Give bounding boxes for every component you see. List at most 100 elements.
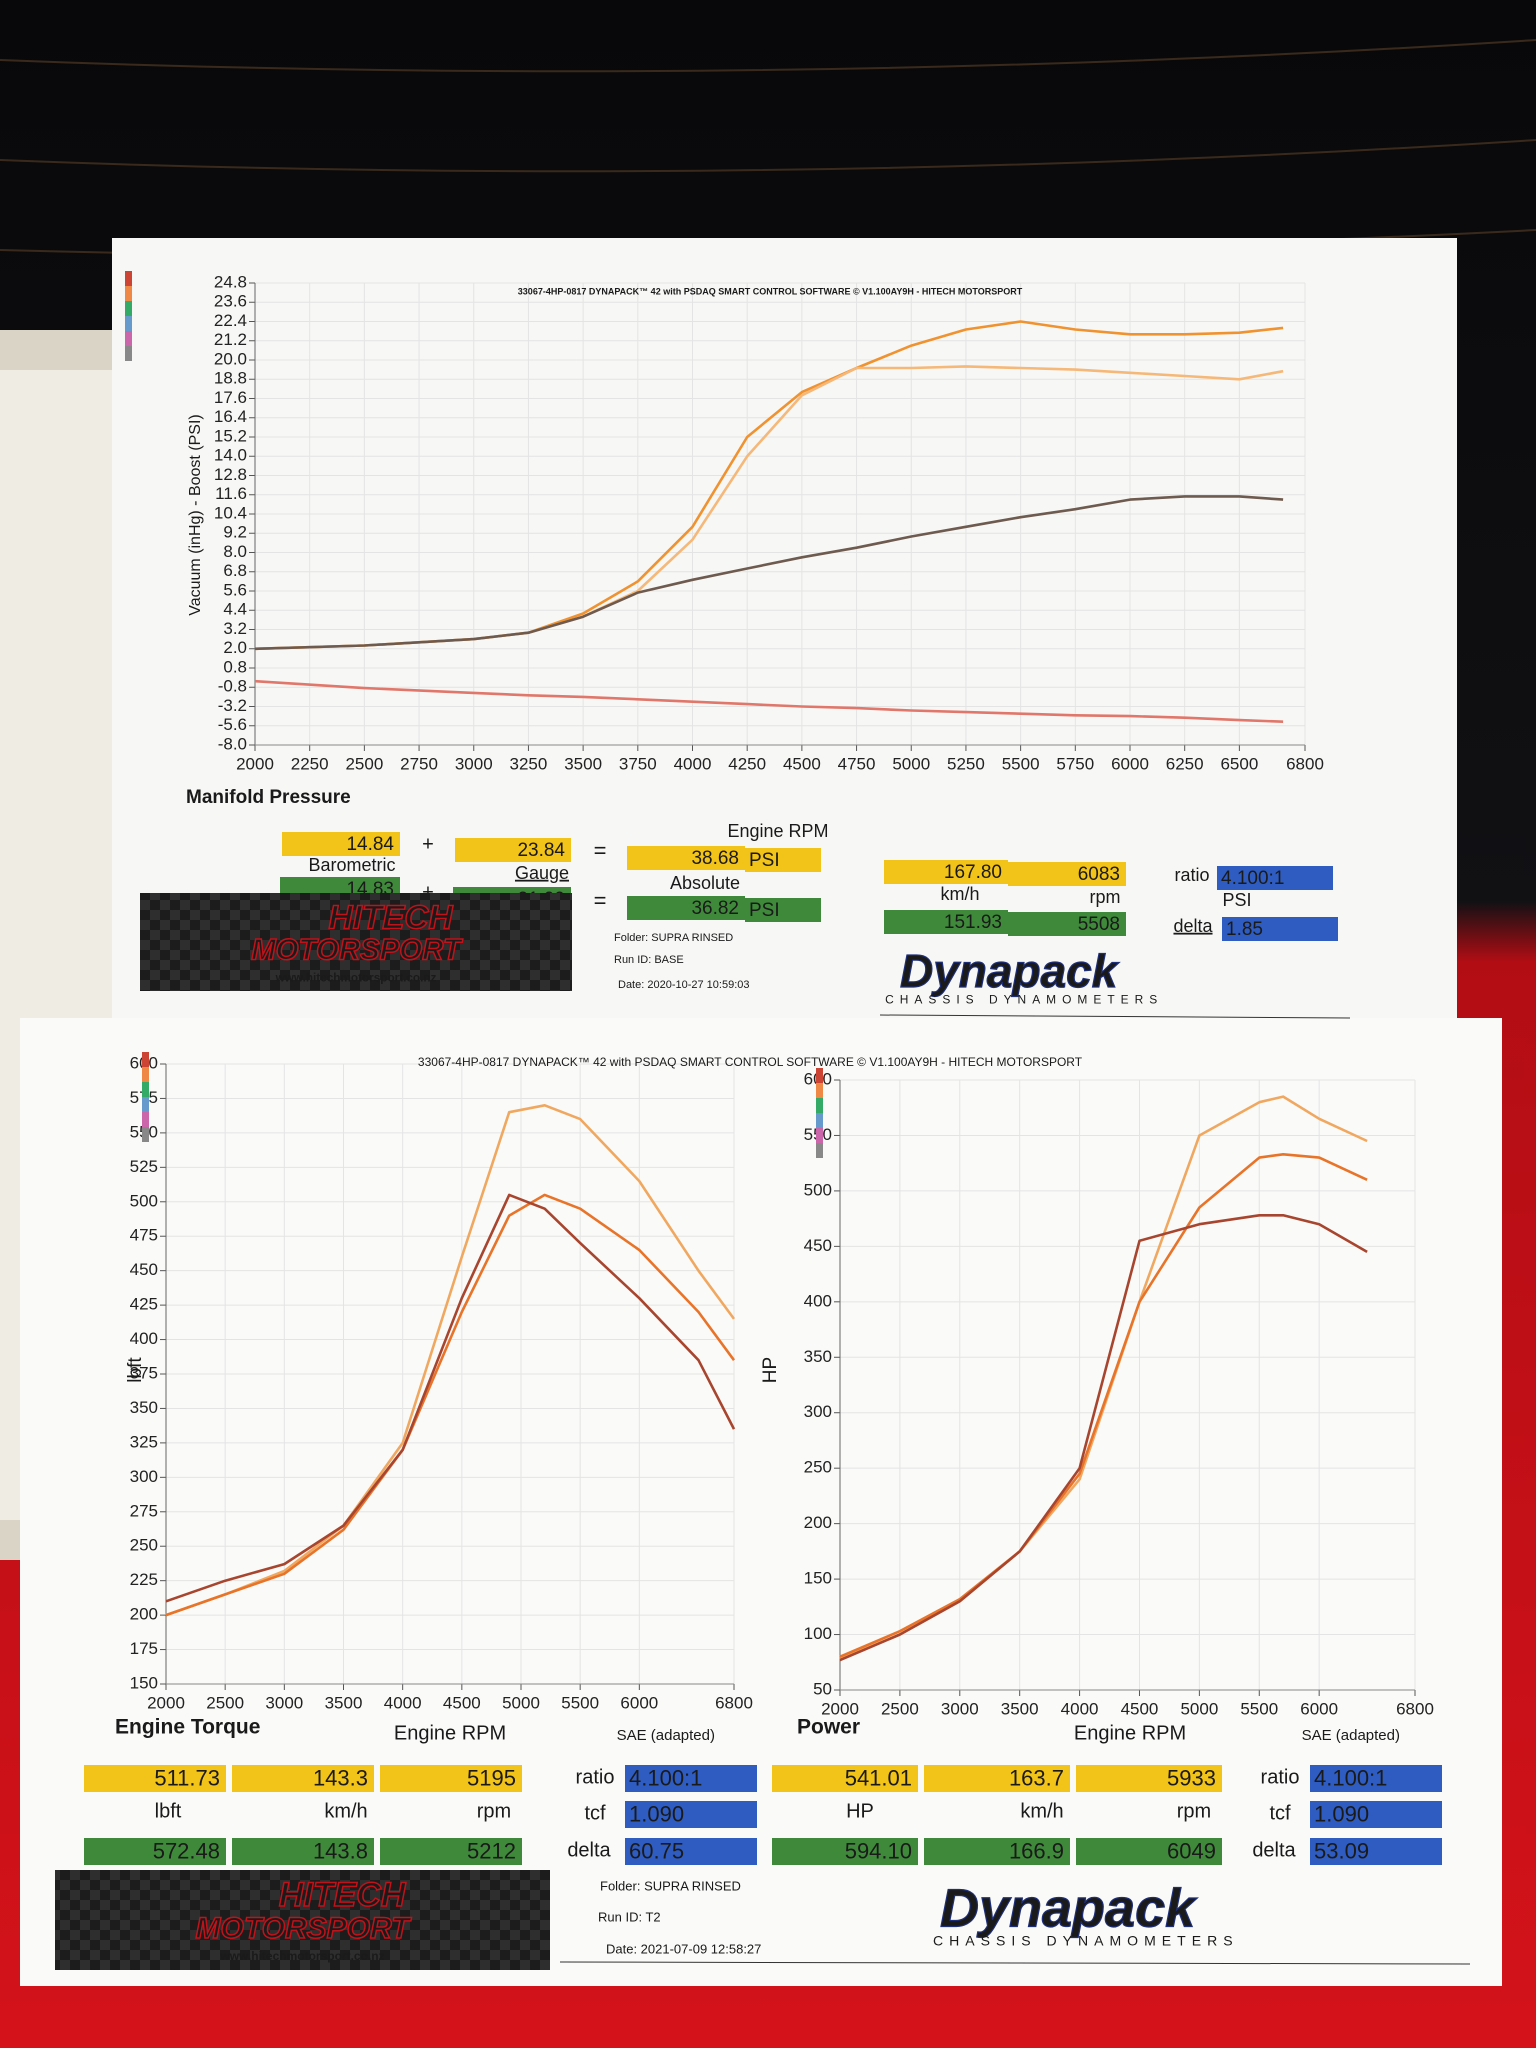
y-tick-label: 250 <box>804 1458 832 1477</box>
value-box <box>1310 1801 1442 1828</box>
label: Date: 2020-10-27 10:59:03 <box>618 979 750 991</box>
x-axis-label: Engine RPM <box>394 1722 506 1744</box>
value-box <box>232 1765 374 1792</box>
x-tick-label: 6000 <box>1111 754 1149 773</box>
color-key <box>125 301 132 316</box>
y-tick-label: 22.4 <box>214 311 247 330</box>
value-text: 1.090 <box>629 1801 684 1826</box>
x-tick-label: 2500 <box>881 1699 919 1718</box>
value-text: 594.10 <box>845 1838 912 1863</box>
color-key <box>142 1067 149 1082</box>
logo-url: www.hitechmotorsport.co.nz <box>219 1949 384 1963</box>
x-tick-label: 5750 <box>1056 754 1094 773</box>
y-axis-label: lbft <box>125 1357 146 1383</box>
value-text: 151.93 <box>944 912 1002 933</box>
x-tick-label: 4500 <box>1121 1699 1159 1718</box>
x-tick-label: 4750 <box>838 754 876 773</box>
label: rpm <box>1090 887 1121 907</box>
x-tick-label: 5500 <box>561 1693 599 1712</box>
y-tick-label: 24.8 <box>214 272 247 291</box>
value-box <box>455 838 571 862</box>
y-tick-label: 175 <box>130 1639 158 1658</box>
value-text: 23.84 <box>517 840 565 861</box>
value-text: 1.85 <box>1226 919 1263 940</box>
x-tick-label: 3000 <box>941 1699 979 1718</box>
y-tick-label: 400 <box>804 1291 832 1310</box>
logo-url: www.hitechmotorsport.co.nz <box>275 971 437 984</box>
x-tick-label: 4250 <box>728 754 766 773</box>
label: lbft <box>155 1800 182 1822</box>
x-tick-label: 3750 <box>619 754 657 773</box>
color-key <box>142 1127 149 1142</box>
x-tick-label: 2250 <box>291 754 329 773</box>
y-tick-label: 200 <box>130 1605 158 1624</box>
value-box <box>1008 912 1126 936</box>
value-text: 572.48 <box>153 1838 220 1863</box>
logo-box <box>140 893 572 991</box>
y-tick-label: 500 <box>130 1191 158 1210</box>
y-tick-label: 6.8 <box>223 561 247 580</box>
value-text: 4.100:1 <box>1221 868 1284 889</box>
x-tick-label: 2500 <box>206 1693 244 1712</box>
y-tick-label: 350 <box>130 1398 158 1417</box>
y-tick-label: 18.8 <box>214 369 247 388</box>
color-key <box>816 1068 823 1083</box>
y-tick-label: 100 <box>804 1624 832 1643</box>
x-tick-label: 3000 <box>265 1693 303 1712</box>
color-key <box>125 271 132 286</box>
brand-sub: CHASSIS DYNAMOMETERS <box>933 1932 1239 1948</box>
label: = <box>594 888 607 913</box>
rule <box>879 1014 1351 1019</box>
label: 33067-4HP-0817 DYNAPACK™ 42 with PSDAQ S… <box>518 286 1023 296</box>
y-tick-label: -0.8 <box>218 677 247 696</box>
value-text: 167.80 <box>944 862 1002 883</box>
value-box <box>1217 866 1333 890</box>
y-tick-label: 425 <box>130 1295 158 1314</box>
label: Folder: SUPRA RINSED <box>614 932 733 944</box>
label: Run ID: T2 <box>598 1909 661 1924</box>
y-tick-label: -3.2 <box>218 696 247 715</box>
label: delta <box>567 1839 611 1861</box>
value-box <box>625 1765 757 1792</box>
value-text: 511.73 <box>154 1765 220 1790</box>
y-tick-label: 250 <box>130 1536 158 1555</box>
y-tick-label: 200 <box>804 1513 832 1532</box>
label: delta <box>1173 916 1213 936</box>
series-line <box>165 1193 736 1617</box>
y-axis-label: HP <box>760 1357 781 1383</box>
x-tick-label: 3500 <box>1001 1699 1039 1718</box>
y-tick-label: 275 <box>130 1501 158 1520</box>
color-key <box>816 1098 823 1113</box>
y-tick-label: 21.2 <box>214 330 247 349</box>
value-box <box>1008 862 1126 886</box>
subtitle: SAE (adapted) <box>1302 1727 1400 1744</box>
value-text: 60.75 <box>629 1838 684 1863</box>
value-box <box>627 896 745 920</box>
x-tick-label: 4500 <box>443 1693 481 1712</box>
x-tick-label: 5500 <box>1240 1699 1278 1718</box>
y-tick-label: 475 <box>130 1226 158 1245</box>
y-tick-label: 9.2 <box>223 523 247 542</box>
label: PSI <box>1222 890 1251 910</box>
y-tick-label: 0.8 <box>223 657 247 676</box>
chart-title: Engine Torque <box>115 1716 260 1739</box>
color-key <box>816 1083 823 1098</box>
y-tick-label: 14.0 <box>214 446 247 465</box>
x-tick-label: 3000 <box>455 754 493 773</box>
label: Run ID: BASE <box>614 954 684 966</box>
value-text: 4.100:1 <box>629 1765 702 1790</box>
value-text: 166.9 <box>1009 1838 1064 1863</box>
subtitle: SAE (adapted) <box>617 1727 715 1744</box>
series-line <box>254 495 1284 651</box>
x-tick-label: 4000 <box>1061 1699 1099 1718</box>
value-box <box>1076 1838 1222 1865</box>
color-key <box>125 346 132 361</box>
x-tick-label: 4000 <box>384 1693 422 1712</box>
value-text: 6083 <box>1078 864 1120 885</box>
y-tick-label: -5.6 <box>218 715 247 734</box>
value-text: 6049 <box>1167 1838 1216 1863</box>
y-tick-label: 50 <box>813 1679 832 1698</box>
value-box <box>1076 1765 1222 1792</box>
